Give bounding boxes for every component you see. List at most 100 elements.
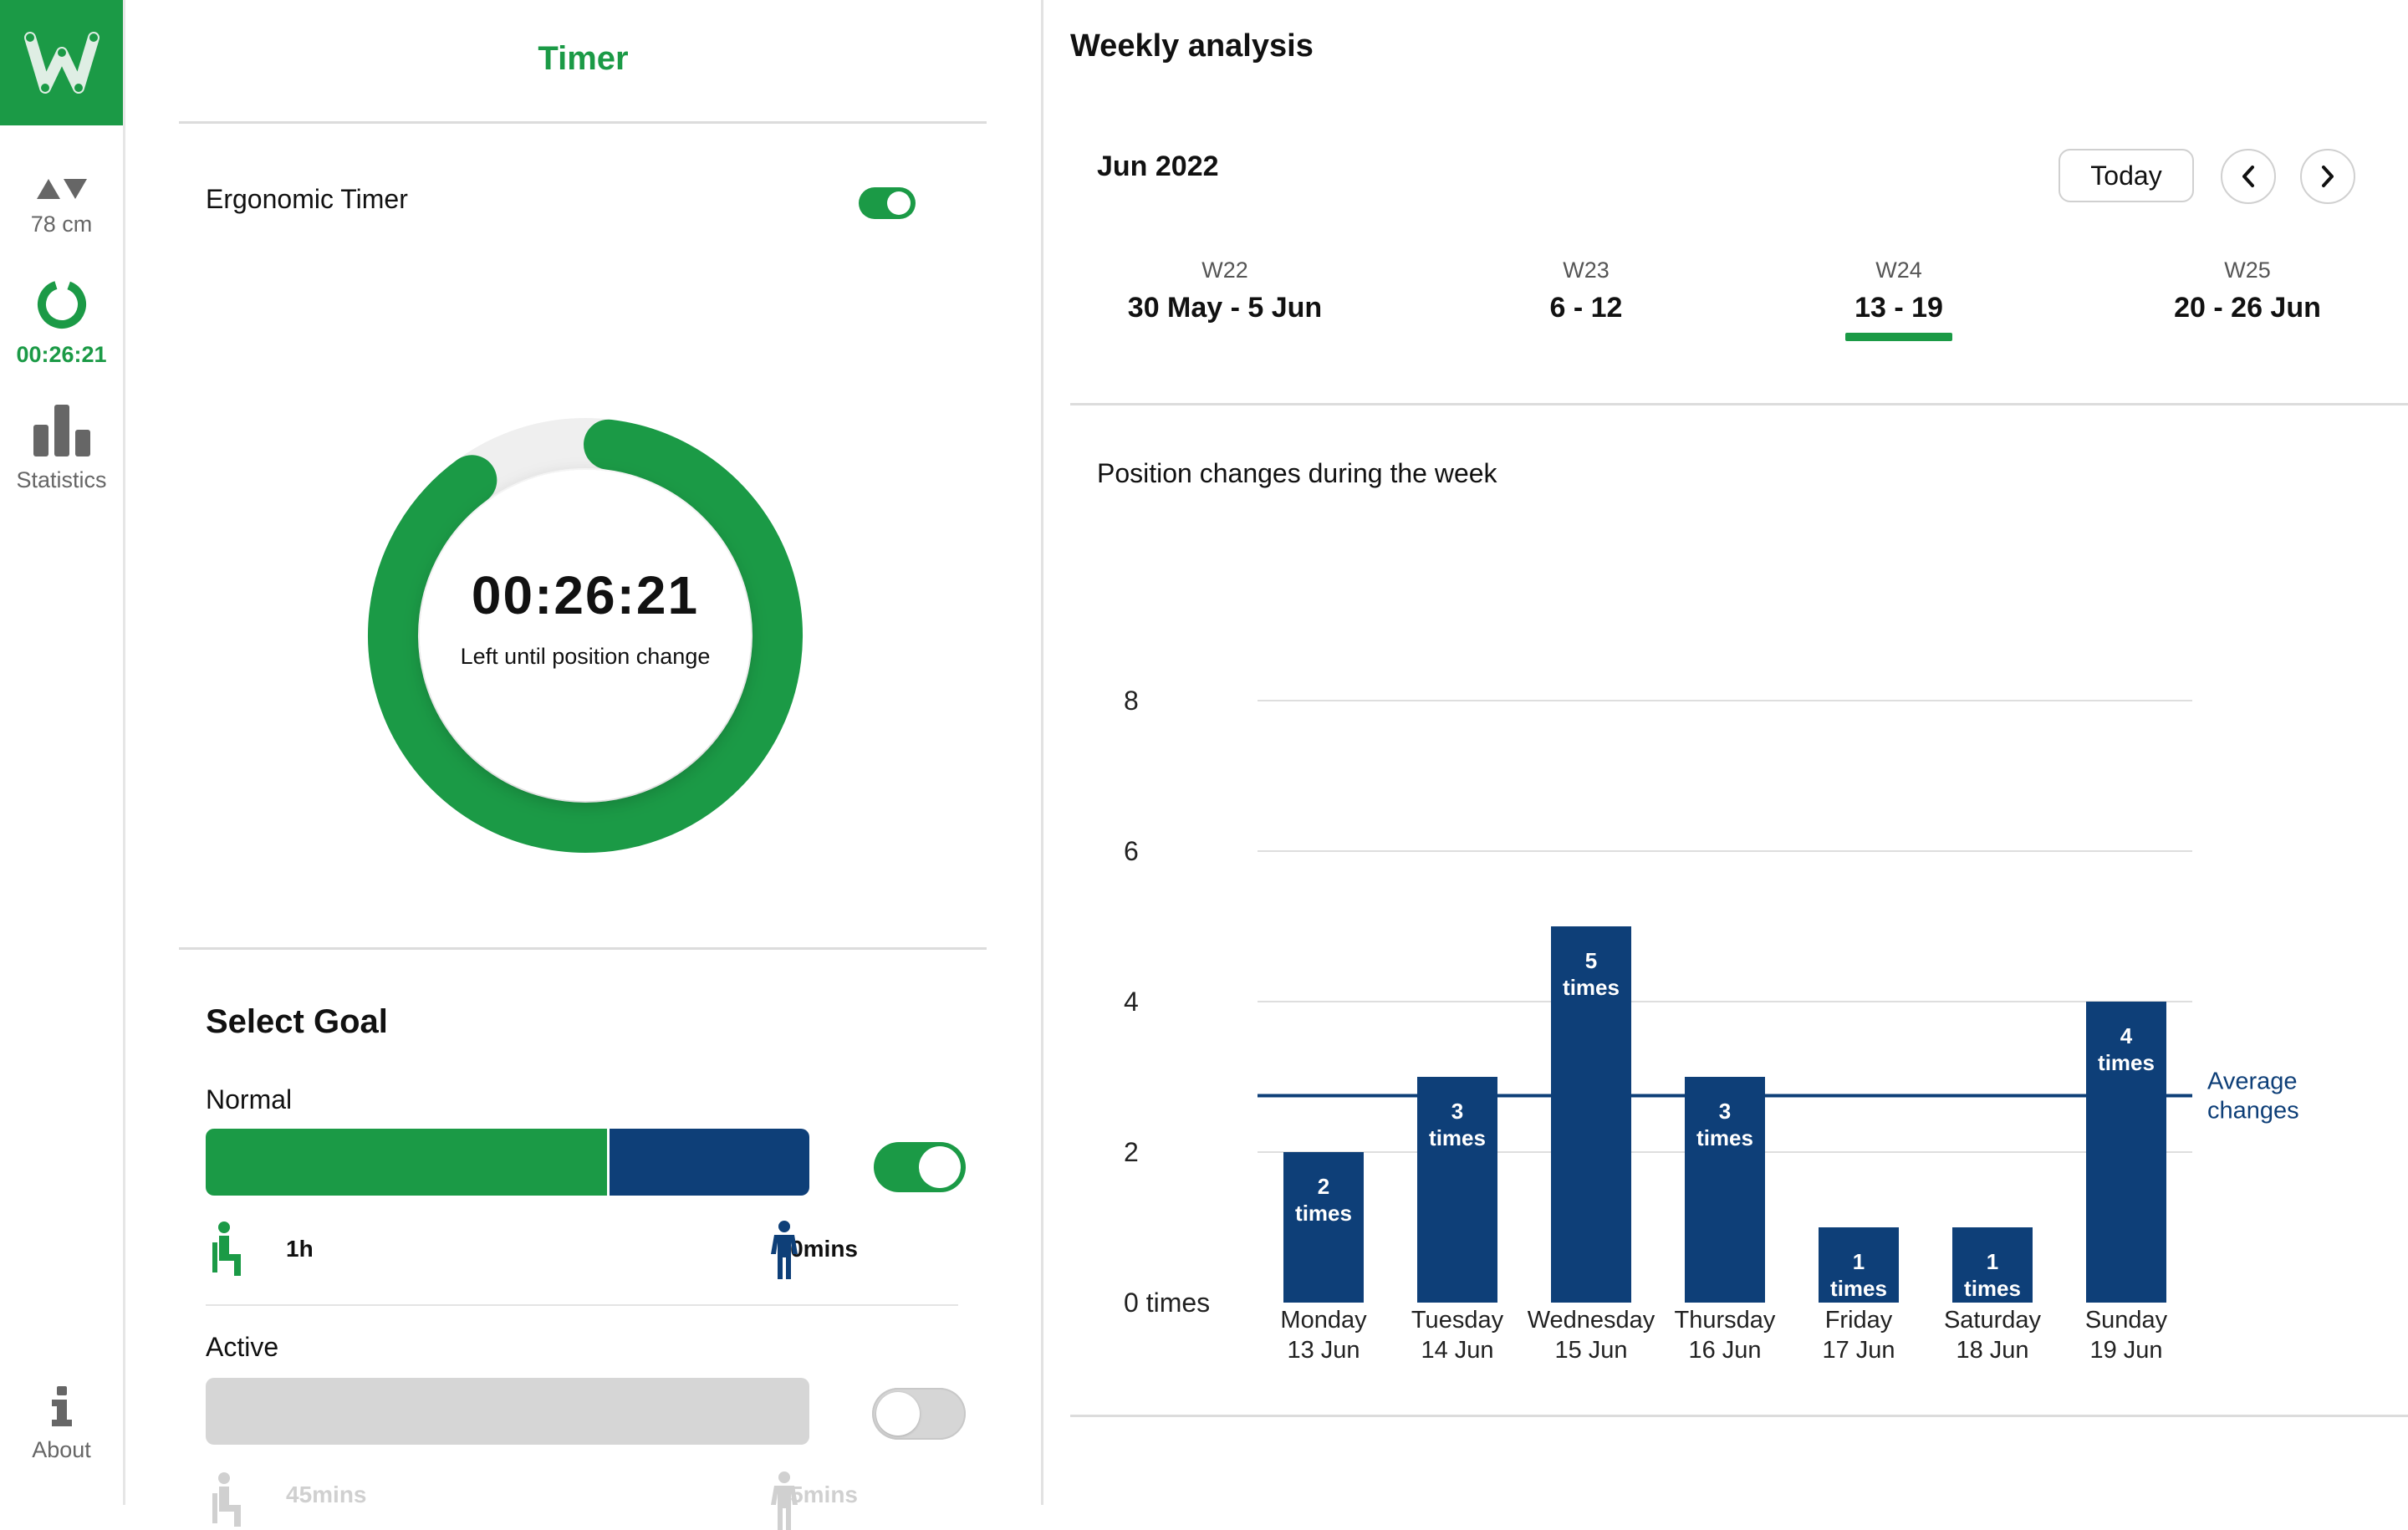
toggle-knob [876, 1392, 920, 1436]
goal-normal-stand-time: 30mins [777, 1236, 859, 1262]
bar-data-label: 2 [1318, 1174, 1329, 1199]
bar [1819, 1227, 1899, 1303]
bar-data-label: times [1964, 1276, 2021, 1301]
week-tab-w23[interactable]: W23 6 - 12 [1444, 258, 1728, 324]
standing-person-icon [771, 1221, 798, 1279]
week-tab-w22[interactable]: W22 30 May - 5 Jun [1083, 258, 1367, 324]
bar-data-label: times [1563, 975, 1620, 1000]
y-tick-label: 8 [1124, 686, 1139, 716]
week-tab-w24[interactable]: W24 13 - 19 [1757, 258, 2041, 341]
prev-week-button[interactable] [2221, 149, 2276, 204]
y-tick-label: 0 times [1124, 1288, 1210, 1318]
bar-data-label: 1 [1853, 1249, 1865, 1274]
toggle-knob [887, 191, 911, 215]
goal-active-bar[interactable] [206, 1378, 809, 1445]
x-tick-label: Wednesday [1528, 1307, 1656, 1334]
x-tick-label: Monday [1280, 1307, 1367, 1334]
timer-panel: Timer Ergonomic Timer 00:26:21 Left unti… [125, 0, 1041, 1530]
bar-data-label: times [1429, 1125, 1486, 1150]
bar [1417, 1077, 1497, 1303]
goal-active-toggle[interactable] [872, 1388, 966, 1440]
weekly-title: Weekly analysis [1070, 28, 1314, 64]
standing-person-icon [771, 1471, 798, 1530]
chart-title: Position changes during the week [1097, 458, 1497, 488]
weekly-panel: Weekly analysis Jun 2022 Today W22 30 Ma… [1043, 0, 2408, 1505]
week-range: 13 - 19 [1854, 292, 1943, 324]
x-tick-label: Sunday [2085, 1307, 2168, 1334]
week-tab-w25[interactable]: W25 20 - 26 Jun [2105, 258, 2390, 324]
ergonomic-timer-toggle[interactable] [859, 187, 916, 219]
x-tick-label: 17 Jun [1822, 1337, 1895, 1364]
next-week-button[interactable] [2300, 149, 2355, 204]
sit-segment [206, 1129, 607, 1196]
info-icon [51, 1386, 72, 1426]
today-button-label: Today [2090, 160, 2162, 191]
sitting-person-icon [212, 1472, 241, 1527]
statistics-label: Statistics [16, 467, 107, 492]
week-range: 20 - 26 Jun [2174, 292, 2321, 324]
x-tick-label: 13 Jun [1287, 1337, 1360, 1364]
y-tick-label: 4 [1124, 987, 1139, 1017]
goal-normal-sit-time: 1h [286, 1236, 314, 1262]
today-button[interactable]: Today [2059, 149, 2194, 202]
week-range: 30 May - 5 Jun [1127, 292, 1323, 324]
month-label: Jun 2022 [1097, 150, 1219, 182]
countdown-ring [351, 401, 819, 870]
divider [179, 121, 987, 124]
x-tick-label: 14 Jun [1421, 1337, 1493, 1364]
bar [1551, 926, 1631, 1303]
selected-week-indicator [1845, 333, 1952, 341]
bar-data-label: 3 [1451, 1099, 1463, 1124]
x-tick-label: 19 Jun [2089, 1337, 2162, 1364]
x-tick-label: Tuesday [1411, 1307, 1504, 1334]
w-logo-icon [23, 32, 99, 94]
countdown-caption: Left until position change [460, 644, 711, 669]
x-tick-label: Friday [1825, 1307, 1893, 1334]
sidebar-item-statistics[interactable]: Statistics [0, 403, 123, 493]
sidebar-item-timer[interactable]: 00:26:21 [0, 278, 123, 368]
app-logo[interactable] [0, 0, 123, 125]
bar [2086, 1002, 2166, 1303]
stand-segment [610, 1129, 809, 1196]
week-range: 6 - 12 [1549, 292, 1623, 324]
goal-active-stand-time: 45mins [777, 1482, 859, 1507]
x-tick-label: 15 Jun [1554, 1337, 1627, 1364]
y-tick-label: 6 [1124, 836, 1139, 866]
panel-divider [1041, 0, 1043, 1505]
divider [179, 947, 987, 950]
sidebar-item-height[interactable]: 78 cm [0, 176, 123, 237]
sidebar-item-about[interactable]: About [0, 1386, 123, 1463]
countdown-value: 00:26:21 [471, 565, 700, 625]
bar [1283, 1152, 1364, 1303]
week-number: W25 [2224, 258, 2271, 283]
x-tick-label: 16 Jun [1688, 1337, 1761, 1364]
goal-active-sit-time: 45mins [286, 1482, 367, 1507]
bar-data-label: times [1295, 1201, 1352, 1226]
goal-normal-toggle[interactable] [874, 1142, 966, 1192]
average-label: Average [2207, 1068, 2298, 1095]
bar-data-label: 4 [2120, 1023, 2133, 1048]
y-tick-label: 2 [1124, 1137, 1139, 1167]
timer-label: 00:26:21 [16, 342, 107, 367]
sitting-person-icon [212, 1221, 241, 1276]
x-tick-label: 18 Jun [1956, 1337, 2028, 1364]
x-tick-label: Thursday [1675, 1307, 1776, 1334]
goal-normal-label: Normal [206, 1084, 293, 1114]
week-number: W23 [1563, 258, 1610, 283]
bar [1685, 1077, 1765, 1303]
height-label: 78 cm [30, 212, 93, 237]
timer-title: Timer [538, 40, 629, 77]
week-number: W22 [1201, 258, 1248, 283]
divider [1070, 1415, 2408, 1417]
x-tick-label: Saturday [1944, 1307, 2042, 1334]
bar-data-label: 3 [1719, 1099, 1731, 1124]
bar-data-label: times [2098, 1050, 2155, 1075]
bar [1952, 1227, 2033, 1303]
select-goal-title: Select Goal [206, 1003, 388, 1040]
segment-gap [607, 1129, 610, 1196]
chevron-right-icon [2322, 166, 2334, 187]
about-label: About [32, 1437, 91, 1462]
sidebar: 78 cm 00:26:21 Statistics About [0, 0, 125, 1505]
chevron-left-icon [2242, 166, 2254, 187]
goal-normal-bar[interactable] [206, 1129, 809, 1196]
